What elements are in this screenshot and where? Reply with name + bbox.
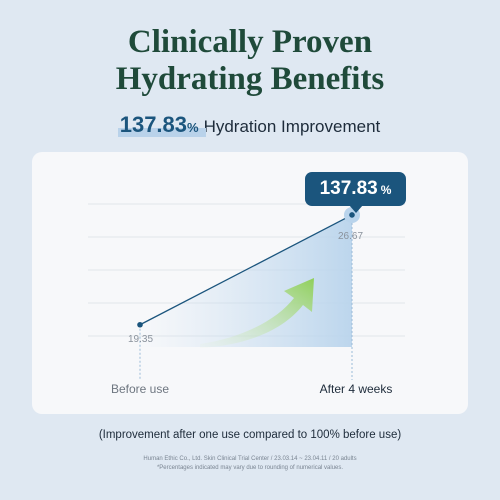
headline-label: Hydration Improvement: [203, 117, 381, 136]
data-label-before: 19.35: [128, 334, 153, 345]
badge-unit: %: [380, 183, 392, 197]
x-tick-label-after: After 4 weeks: [320, 382, 393, 396]
x-tick-label-before: Before use: [111, 382, 169, 396]
title-line-2: Hydrating Benefits: [115, 61, 385, 97]
source-note: Human Ethic Co., Ltd. Skin Clinical Tria…: [0, 455, 500, 473]
improvement-badge: 137.83%: [305, 172, 406, 213]
data-point-after: [349, 212, 355, 218]
data-point-before: [137, 321, 143, 328]
footnote: (Improvement after one use compared to 1…: [98, 429, 402, 441]
data-label-after: 26.67: [338, 231, 363, 242]
badge-value: 137.83: [319, 178, 378, 199]
source-line-2: *Percentages indicated may vary due to r…: [156, 465, 344, 471]
headline: 137.83% Hydration Improvement: [0, 112, 500, 138]
headline-unit: %: [187, 120, 199, 135]
growth-arrow-icon: [200, 278, 314, 348]
headline-value: 137.83: [119, 112, 188, 137]
series-line: [139, 214, 353, 326]
page-title: Clinically Proven Hydrating Benefits: [0, 24, 500, 98]
headline-value-wrap: 137.83%: [117, 112, 206, 138]
area-fill: [140, 214, 352, 347]
source-line-1: Human Ethic Co., Ltd. Skin Clinical Tria…: [143, 456, 357, 462]
chart-svg: 19.35 26.67 Before use After 4 weeks: [88, 203, 405, 396]
title-line-1: Clinically Proven: [127, 24, 373, 60]
